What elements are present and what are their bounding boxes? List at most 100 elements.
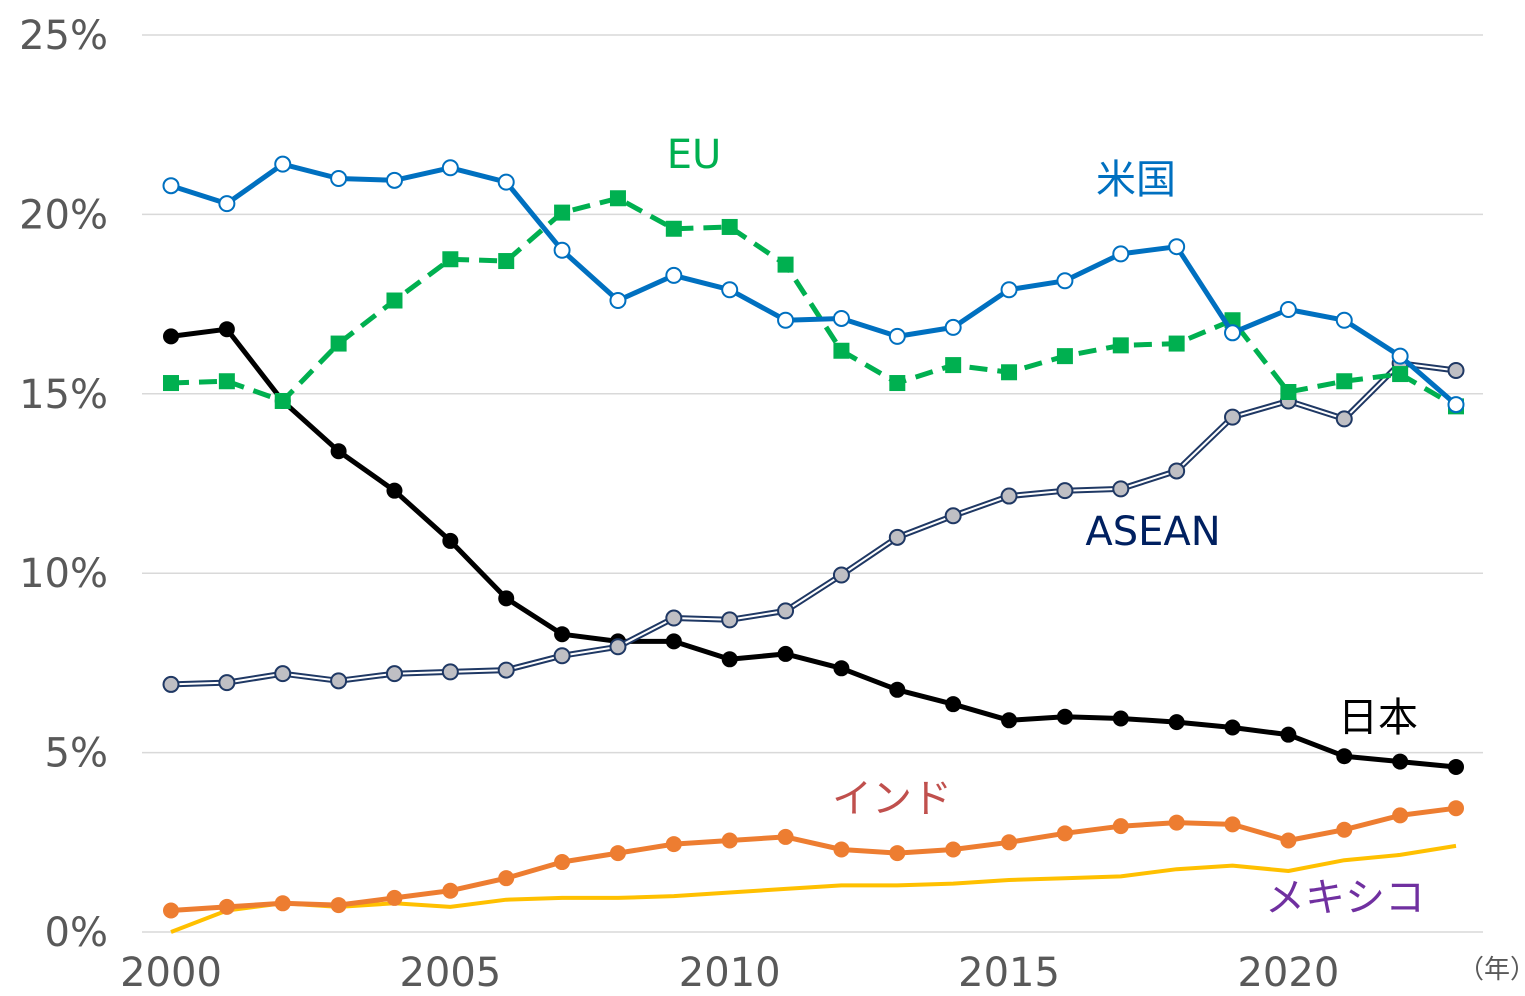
data-point-asean <box>1000 487 1018 505</box>
data-point-india <box>833 841 850 858</box>
series-label-asean: ASEAN <box>1085 509 1220 555</box>
data-point-india <box>498 870 515 887</box>
y-tick-label: 5% <box>45 731 108 777</box>
data-point-japan <box>721 651 738 668</box>
data-point-us <box>330 170 348 188</box>
data-point-india <box>218 898 235 915</box>
data-point-asean <box>497 661 515 679</box>
series-asean <box>162 354 1465 693</box>
data-point-us <box>274 155 292 173</box>
data-point-india <box>721 832 738 849</box>
data-point-india <box>1112 818 1129 835</box>
data-point-japan <box>386 482 403 499</box>
data-point-eu <box>1168 335 1185 352</box>
data-point-eu <box>386 292 403 309</box>
data-point-japan <box>1056 708 1073 725</box>
data-point-us <box>1335 311 1353 329</box>
data-point-india <box>609 845 626 862</box>
data-point-india <box>1392 807 1409 824</box>
data-point-asean <box>832 566 850 584</box>
data-point-eu <box>274 392 291 409</box>
data-point-us <box>218 195 236 213</box>
data-point-asean <box>385 665 403 683</box>
data-point-japan <box>554 626 571 643</box>
data-point-asean <box>1335 410 1353 428</box>
data-point-japan <box>1001 712 1018 729</box>
x-tick-label: 2005 <box>399 950 501 996</box>
data-point-asean <box>274 665 292 683</box>
data-point-eu <box>442 251 459 268</box>
data-point-us <box>1056 272 1074 290</box>
data-point-asean <box>721 611 739 629</box>
y-axis-ticks: 0% 5% 10% 15% 20% 25% <box>19 13 108 956</box>
data-point-japan <box>1392 753 1409 770</box>
data-point-us <box>1391 347 1409 365</box>
data-point-us <box>162 177 180 195</box>
data-point-us <box>553 241 571 259</box>
data-point-india <box>1336 821 1353 838</box>
data-point-us <box>609 292 627 310</box>
series-label-japan: 日本 <box>1338 695 1418 741</box>
data-point-japan <box>330 443 347 460</box>
data-point-asean <box>441 663 459 681</box>
data-point-asean <box>609 638 627 656</box>
data-point-eu <box>554 204 571 221</box>
data-point-asean <box>944 507 962 525</box>
x-tick-label: 2010 <box>679 950 781 996</box>
series-japan <box>163 321 1464 775</box>
series-layer <box>162 155 1465 934</box>
data-point-eu <box>1392 366 1409 383</box>
data-point-eu <box>609 190 626 207</box>
data-point-asean <box>1224 408 1242 426</box>
data-point-asean <box>1168 462 1186 480</box>
data-point-japan <box>163 328 179 345</box>
data-point-asean <box>888 528 906 546</box>
y-tick-label: 15% <box>19 372 108 418</box>
series-label-us: 米国 <box>1096 157 1176 203</box>
data-point-asean <box>162 675 180 693</box>
data-point-japan <box>1168 714 1185 731</box>
data-point-india <box>442 882 459 899</box>
data-point-asean <box>1112 480 1130 498</box>
x-tick-label: 2015 <box>958 950 1060 996</box>
data-point-japan <box>889 681 906 698</box>
series-label-india: インド <box>832 776 952 822</box>
data-point-eu <box>498 253 515 270</box>
data-point-india <box>1056 825 1073 842</box>
series-label-eu: EU <box>667 132 722 178</box>
series-line-us <box>170 161 1458 407</box>
data-point-india <box>1168 814 1185 831</box>
x-axis-ticks: 2000 2005 2010 2015 2020 <box>120 950 1339 996</box>
data-point-us <box>385 171 403 189</box>
series-eu <box>163 190 1464 415</box>
data-point-india <box>1448 800 1464 817</box>
data-point-asean <box>1447 361 1465 379</box>
data-point-asean <box>553 647 571 665</box>
data-point-india <box>274 895 291 912</box>
data-point-eu <box>1280 384 1297 401</box>
grid-lines <box>142 34 1483 933</box>
data-point-india <box>1224 816 1241 833</box>
series-us <box>162 155 1465 414</box>
x-tick-label: 2000 <box>120 950 222 996</box>
data-point-india <box>1280 832 1297 849</box>
data-point-eu <box>1112 337 1129 354</box>
data-point-us <box>944 318 962 336</box>
data-point-eu <box>665 220 682 237</box>
data-point-us <box>1112 245 1130 263</box>
y-tick-label: 20% <box>19 192 108 238</box>
data-point-india <box>1001 834 1018 851</box>
series-line-india <box>170 805 1457 913</box>
data-point-us <box>1000 281 1018 299</box>
x-tick-label: 2020 <box>1237 950 1339 996</box>
data-point-india <box>163 902 179 919</box>
data-point-us <box>721 281 739 299</box>
data-point-india <box>945 841 962 858</box>
series-mexico <box>170 843 1457 934</box>
data-point-japan <box>945 696 962 713</box>
data-point-india <box>777 828 794 845</box>
series-labels: メキシコ インド 日本 ASEAN EU 米国 <box>667 132 1425 921</box>
data-point-eu <box>945 357 962 374</box>
series-line-japan <box>170 326 1457 770</box>
